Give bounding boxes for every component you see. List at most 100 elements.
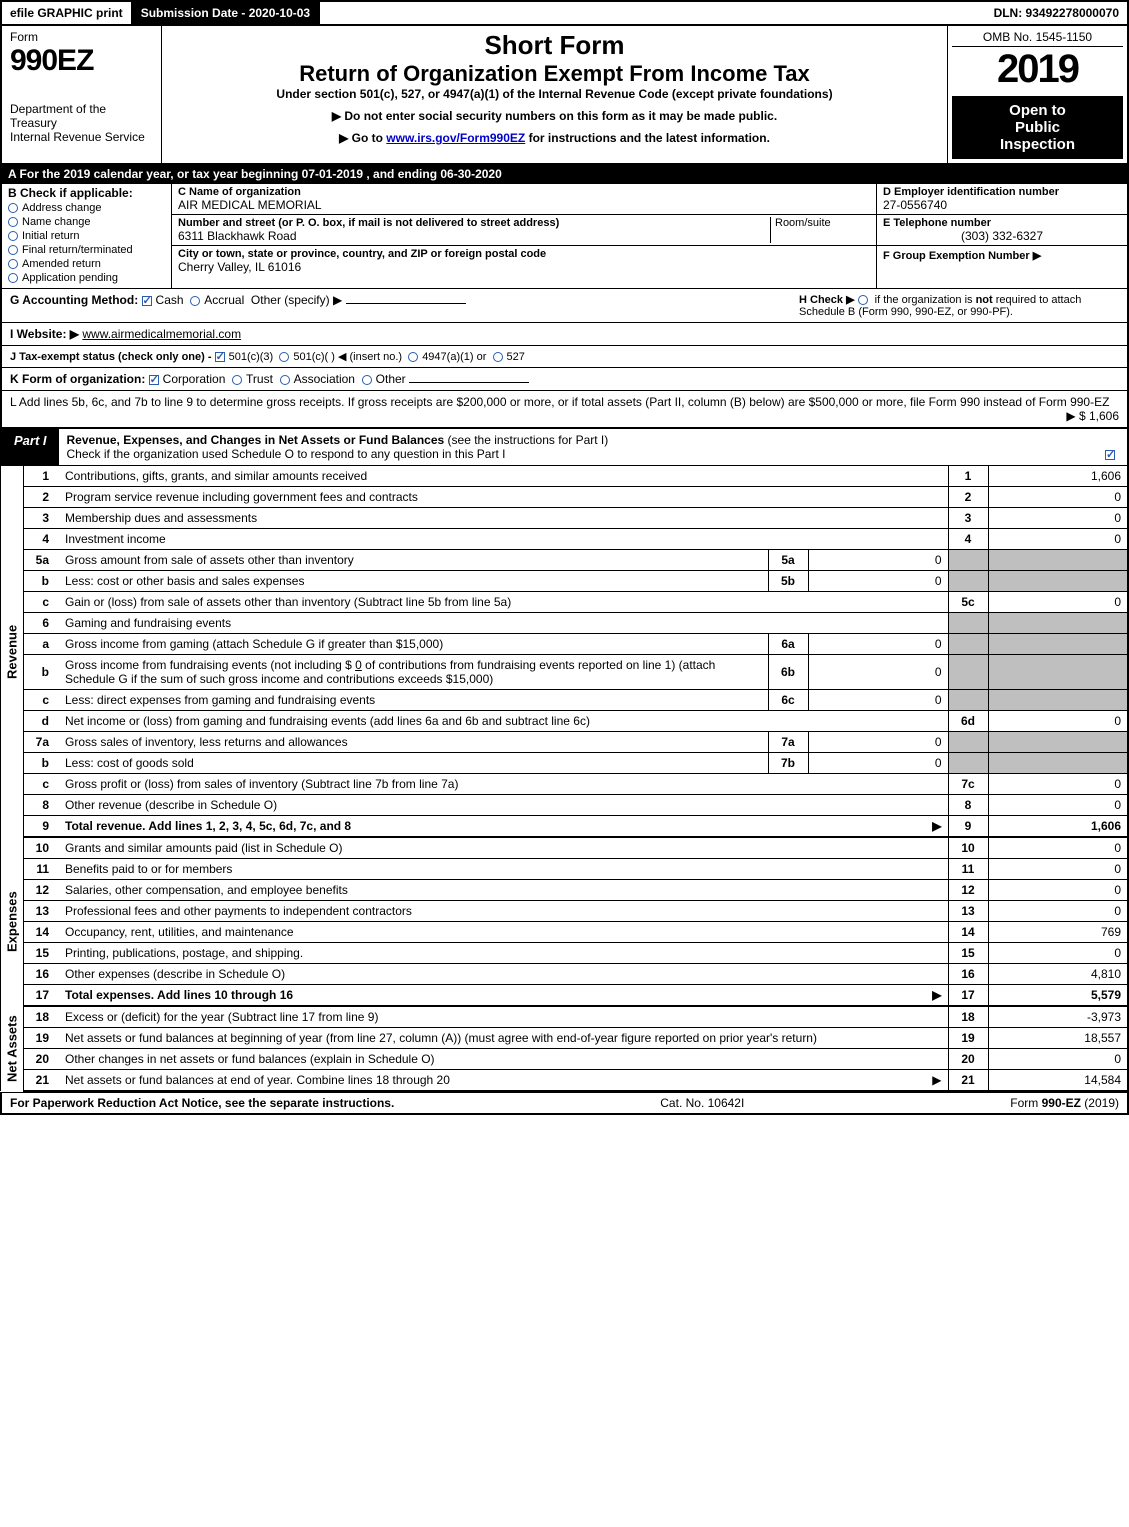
line-5a-num: 5a	[23, 550, 59, 571]
line-7c-val: 0	[988, 774, 1128, 795]
line-15: 15 Printing, publications, postage, and …	[1, 943, 1128, 964]
line-17-col: 17	[948, 985, 988, 1007]
check-amended-return[interactable]: Amended return	[8, 258, 165, 270]
line-4-desc: Investment income	[65, 532, 166, 546]
check-final-return[interactable]: Final return/terminated	[8, 244, 165, 256]
tel-value: (303) 332-6327	[883, 229, 1121, 243]
website-value[interactable]: www.airmedicalmemorial.com	[82, 327, 241, 341]
g-other-input[interactable]	[346, 303, 466, 304]
open-l1: Open to	[958, 102, 1117, 119]
line-8-desc: Other revenue (describe in Schedule O)	[65, 798, 277, 812]
line-11-val: 0	[988, 859, 1128, 880]
line-2-desc: Program service revenue including govern…	[65, 490, 418, 504]
line-6d-desc: Net income or (loss) from gaming and fun…	[65, 714, 590, 728]
check-accrual[interactable]	[190, 296, 200, 306]
line-7b-shade	[948, 753, 988, 774]
check-corporation[interactable]	[149, 375, 159, 385]
line-1-col: 1	[948, 466, 988, 487]
check-name-change[interactable]: Name change	[8, 216, 165, 228]
header-left: Form 990EZ Department of the Treasury In…	[2, 26, 162, 163]
line-12-num: 12	[23, 880, 59, 901]
check-association[interactable]	[280, 375, 290, 385]
line-8-num: 8	[23, 795, 59, 816]
g-label: G Accounting Method:	[10, 293, 138, 307]
col-d-ids: D Employer identification number 27-0556…	[877, 184, 1127, 288]
group-exemption-label: F Group Exemption Number ▶	[883, 250, 1041, 262]
check-501c3[interactable]	[215, 352, 225, 362]
line-7b-num: b	[23, 753, 59, 774]
line-6-num: 6	[23, 613, 59, 634]
line-9-desc: Total revenue. Add lines 1, 2, 3, 4, 5c,…	[65, 819, 351, 833]
h-label: H Check ▶	[799, 294, 855, 306]
check-trust[interactable]	[232, 375, 242, 385]
line-18-num: 18	[23, 1006, 59, 1028]
line-20-val: 0	[988, 1049, 1128, 1070]
check-cash[interactable]	[142, 296, 152, 306]
line-6b: b Gross income from fundraising events (…	[1, 655, 1128, 690]
line-14-val: 769	[988, 922, 1128, 943]
check-other-org[interactable]	[362, 375, 372, 385]
check-501c[interactable]	[279, 352, 289, 362]
line-19-desc: Net assets or fund balances at beginning…	[65, 1031, 817, 1045]
line-21: 21 Net assets or fund balances at end of…	[1, 1070, 1128, 1092]
check-h[interactable]	[858, 295, 868, 305]
line-14-num: 14	[23, 922, 59, 943]
check-application-pending[interactable]: Application pending	[8, 272, 165, 284]
line-21-col: 21	[948, 1070, 988, 1092]
k-other: Other	[376, 372, 406, 386]
irs-link[interactable]: www.irs.gov/Form990EZ	[386, 131, 525, 145]
k-other-input[interactable]	[409, 382, 529, 383]
line-7b-shade-v	[988, 753, 1128, 774]
line-9-num: 9	[23, 816, 59, 838]
efile-label[interactable]: efile GRAPHIC print	[2, 2, 133, 24]
dept-label: Department of the Treasury	[10, 102, 153, 130]
part-1-header: Part I Revenue, Expenses, and Changes in…	[0, 429, 1129, 466]
j-501c3: 501(c)(3)	[229, 351, 274, 363]
ein-value: 27-0556740	[883, 198, 1121, 212]
line-18-desc: Excess or (deficit) for the year (Subtra…	[65, 1010, 378, 1024]
line-13-num: 13	[23, 901, 59, 922]
line-7c-col: 7c	[948, 774, 988, 795]
line-7c: c Gross profit or (loss) from sales of i…	[1, 774, 1128, 795]
meta-i: I Website: ▶ www.airmedicalmemorial.com	[0, 323, 1129, 346]
line-19-col: 19	[948, 1028, 988, 1049]
j-527: 527	[507, 351, 525, 363]
section-expenses: Expenses	[1, 837, 23, 1006]
return-title: Return of Organization Exempt From Incom…	[170, 61, 939, 87]
line-5b-desc: Less: cost or other basis and sales expe…	[65, 574, 304, 588]
g-cash: Cash	[156, 293, 184, 307]
line-6a-shade	[948, 634, 988, 655]
check-schedule-o[interactable]	[1105, 450, 1115, 460]
line-5b: b Less: cost or other basis and sales ex…	[1, 571, 1128, 592]
line-2-val: 0	[988, 487, 1128, 508]
line-21-val: 14,584	[988, 1070, 1128, 1092]
line-6d-val: 0	[988, 711, 1128, 732]
org-name: AIR MEDICAL MEMORIAL	[178, 198, 870, 212]
check-initial-return[interactable]: Initial return	[8, 230, 165, 242]
meta-g-h: G Accounting Method: Cash Accrual Other …	[0, 289, 1129, 323]
org-name-label: C Name of organization	[178, 186, 870, 198]
check-address-change[interactable]: Address change	[8, 202, 165, 214]
submission-date: Submission Date - 2020-10-03	[133, 2, 320, 24]
line-13: 13 Professional fees and other payments …	[1, 901, 1128, 922]
line-10: Expenses 10 Grants and similar amounts p…	[1, 837, 1128, 859]
line-6a-desc: Gross income from gaming (attach Schedul…	[65, 637, 443, 651]
line-17: 17 Total expenses. Add lines 10 through …	[1, 985, 1128, 1007]
goto-note: ▶ Go to www.irs.gov/Form990EZ for instru…	[170, 131, 939, 145]
irs-label: Internal Revenue Service	[10, 130, 153, 144]
line-20-col: 20	[948, 1049, 988, 1070]
line-3-desc: Membership dues and assessments	[65, 511, 257, 525]
line-12-col: 12	[948, 880, 988, 901]
part-1-title-bold: Revenue, Expenses, and Changes in Net As…	[67, 433, 445, 447]
part-1-check-text: Check if the organization used Schedule …	[67, 447, 506, 461]
line-2-num: 2	[23, 487, 59, 508]
check-527[interactable]	[493, 352, 503, 362]
arrow-icon: ▶	[932, 1073, 941, 1087]
j-label: J Tax-exempt status (check only one) -	[10, 351, 212, 363]
line-10-val: 0	[988, 837, 1128, 859]
line-5a-shade-v	[988, 550, 1128, 571]
footer-right: Form 990-EZ (2019)	[1010, 1096, 1119, 1110]
k-trust: Trust	[246, 372, 273, 386]
check-4947[interactable]	[408, 352, 418, 362]
line-6c-num: c	[23, 690, 59, 711]
